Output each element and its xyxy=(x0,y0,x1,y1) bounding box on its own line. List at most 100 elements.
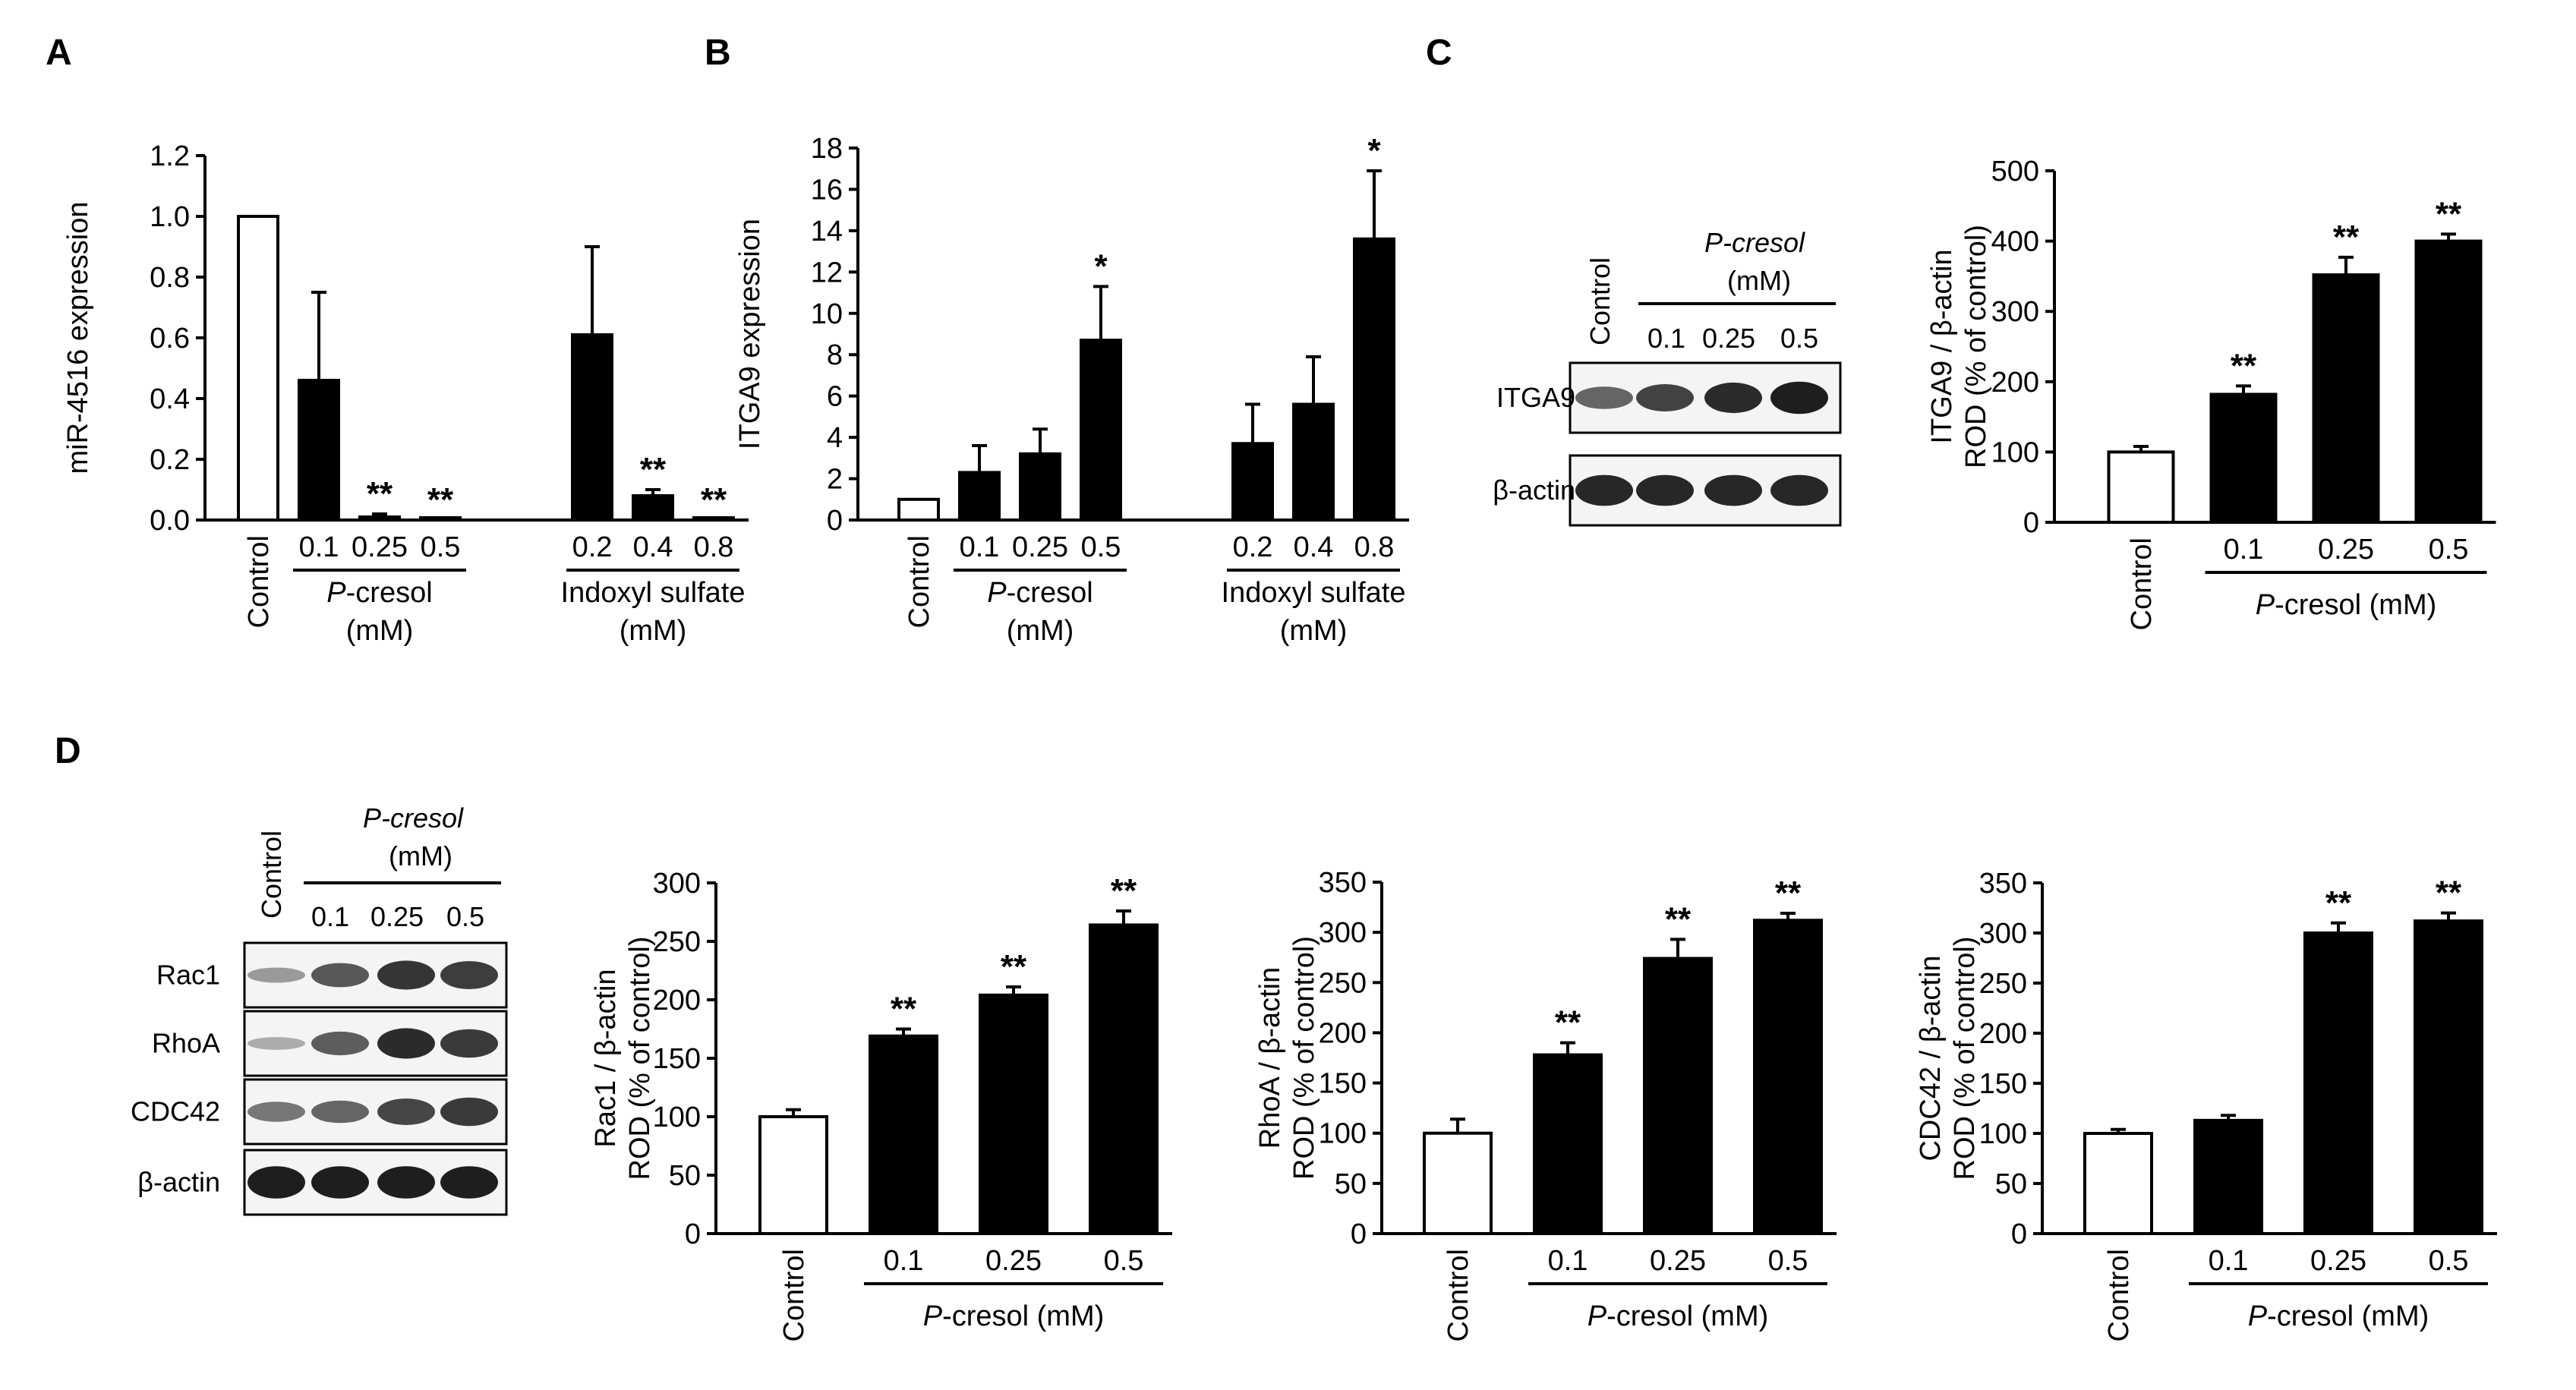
group-label-italic: P xyxy=(923,1300,943,1332)
blot-band xyxy=(311,963,369,988)
blot-row-label: β-actin xyxy=(137,1167,220,1198)
blot-band xyxy=(440,1166,498,1199)
category-label: 0.4 xyxy=(633,531,673,563)
y-tick-label: 250 xyxy=(1319,967,1367,999)
group-label-rest: -cresol xyxy=(346,577,433,609)
blot-band xyxy=(311,1166,369,1199)
category-label: 0.2 xyxy=(572,531,613,563)
y-tick-label: 50 xyxy=(1335,1168,1367,1200)
blot-d-unit-label: (mM) xyxy=(389,840,452,872)
category-label: 0.5 xyxy=(421,531,461,563)
panel-label-b: B xyxy=(705,33,731,73)
y-tick-label: 500 xyxy=(1991,156,2039,188)
group-label-italic: P xyxy=(1588,1300,1607,1332)
bar-0.8 xyxy=(692,516,735,522)
blot-row-label: CDC42 xyxy=(131,1096,220,1127)
blot-band xyxy=(440,961,498,989)
y-tick-label: 200 xyxy=(1991,367,2039,399)
bar-0.2 xyxy=(1231,442,1274,522)
category-label: 0.1 xyxy=(299,531,339,563)
category-label: 0.25 xyxy=(1650,1245,1706,1277)
blot-band xyxy=(248,1166,305,1199)
group-label: P-cresol (mM) xyxy=(2248,1300,2429,1332)
blot-d-lane-1: 0.1 xyxy=(311,901,349,932)
y-tick-label: 14 xyxy=(811,216,843,247)
blot-c-lane-1: 0.1 xyxy=(1647,323,1685,354)
category-label: 0.5 xyxy=(2429,534,2469,566)
blot-band xyxy=(377,1166,435,1199)
significance-marker: ** xyxy=(1555,1004,1581,1042)
bar-control xyxy=(2083,1132,2153,1235)
bar-0.1 xyxy=(958,471,1001,522)
y-tick-label: 0 xyxy=(827,505,843,537)
bar-0.25 xyxy=(1643,957,1713,1235)
category-label-control: Control xyxy=(778,1249,810,1342)
bar-0.25 xyxy=(979,993,1048,1235)
blot-d-lane-2: 0.25 xyxy=(370,901,424,932)
bar-0.1 xyxy=(2209,392,2278,525)
significance-marker: ** xyxy=(2333,219,2360,256)
category-label: 0.1 xyxy=(884,1245,924,1277)
blot-c-lane-3: 0.5 xyxy=(1780,323,1818,354)
y-tick-label: 0.2 xyxy=(150,444,190,476)
significance-marker: ** xyxy=(367,475,393,512)
category-label-control: Control xyxy=(2103,1249,2135,1342)
category-label: 0.4 xyxy=(1294,531,1334,563)
chart-a-mir4516: 0.0 0.2 0.4 0.6 0.8 1.0 1.2 miR-4516 expression… xyxy=(62,140,749,647)
y-tick-label: 250 xyxy=(653,926,701,958)
y-tick-label: 1.0 xyxy=(150,201,190,233)
category-label: 0.1 xyxy=(2224,534,2264,566)
y-tick-label: 0 xyxy=(2011,1218,2027,1250)
category-label-control: Control xyxy=(903,535,935,629)
group-label-italic: P xyxy=(987,577,1007,609)
blot-band xyxy=(377,960,435,990)
group-unit-label: (mM) xyxy=(620,615,687,647)
blot-d-lane-3: 0.5 xyxy=(446,901,484,932)
group-label: Indoxyl sulfate xyxy=(561,577,746,609)
y-tick-label: 0.6 xyxy=(150,323,190,355)
bar-0.5 xyxy=(1080,339,1122,522)
blot-d-treatment-label: P-cresol xyxy=(363,802,464,834)
bar-0.5 xyxy=(2414,239,2483,524)
group-label: P-cresol xyxy=(326,577,432,609)
group-label-rest: -cresol (mM) xyxy=(1606,1300,1768,1332)
significance-marker: ** xyxy=(1001,948,1027,985)
significance-marker: ** xyxy=(2436,195,2462,232)
blot-band xyxy=(377,1028,435,1059)
category-label: 0.25 xyxy=(1012,531,1068,563)
y-tick-label: 0.0 xyxy=(150,505,190,537)
y-tick-label: 300 xyxy=(1319,917,1367,949)
bar-0.1 xyxy=(869,1034,938,1235)
group-label-italic: P xyxy=(326,577,346,609)
y-axis-title-line1: CDC42 / β-actin xyxy=(1915,955,1947,1161)
y-tick-label: 300 xyxy=(1991,296,2039,328)
blot-c-unit-label: (mM) xyxy=(1727,265,1791,296)
blot-band xyxy=(1575,474,1633,506)
y-tick-label: 0 xyxy=(1351,1218,1367,1250)
y-tick-label: 200 xyxy=(653,985,701,1016)
group-label: P-cresol (mM) xyxy=(1588,1300,1769,1332)
blot-band xyxy=(377,1098,435,1126)
y-tick-label: 0.4 xyxy=(150,383,190,415)
category-label: 0.8 xyxy=(694,531,734,563)
blot-c-treatment-label: P-cresol xyxy=(1704,227,1805,258)
bar-0.4 xyxy=(1292,402,1335,522)
blot-band xyxy=(1704,474,1762,506)
group-unit-label: (mM) xyxy=(1007,615,1074,647)
bar-0.5 xyxy=(419,516,462,522)
blot-d-treatment-name: P-cresol xyxy=(363,802,464,834)
category-label: 0.5 xyxy=(1081,531,1121,563)
group-label-rest: -cresol (mM) xyxy=(942,1300,1104,1332)
y-tick-label: 8 xyxy=(827,339,843,371)
blot-d-control-label: Control xyxy=(256,831,287,919)
y-tick-label: 350 xyxy=(1979,868,2027,900)
y-tick-label: 300 xyxy=(653,868,701,900)
chart-d-rac1-rod: 0 50 100 150 200 250 300 Rac1 / β-actin ROD (% o… xyxy=(590,868,1172,1342)
blot-band xyxy=(1636,474,1694,506)
y-tick-label: 6 xyxy=(827,381,843,413)
category-label: 0.1 xyxy=(960,531,1000,563)
blot-band xyxy=(248,1037,305,1050)
y-axis-title-line1: RhoA / β-actin xyxy=(1254,967,1286,1149)
y-tick-label: 16 xyxy=(811,174,843,206)
group-label: P-cresol (mM) xyxy=(2256,589,2437,621)
